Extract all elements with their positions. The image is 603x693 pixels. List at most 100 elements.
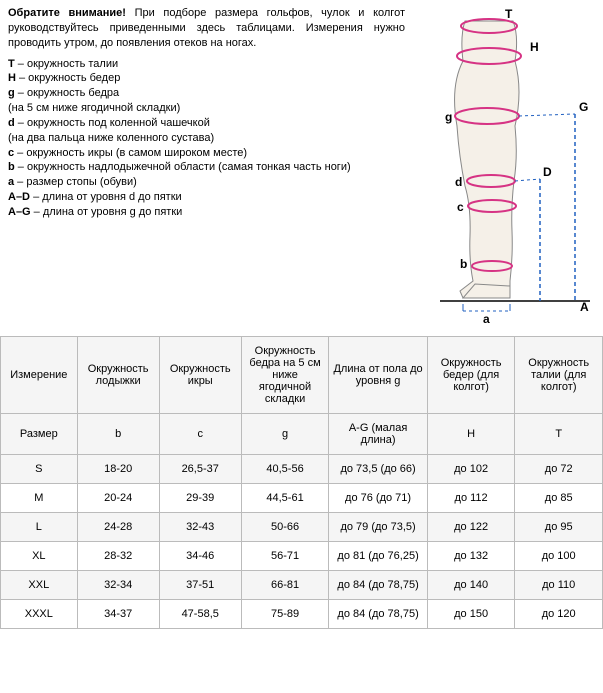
table-cell: 34-37 xyxy=(77,600,159,629)
table-cell: 56-71 xyxy=(241,542,329,571)
table-cell: 75-89 xyxy=(241,600,329,629)
definition-line: b – окружность надлодыжечной области (са… xyxy=(8,160,405,175)
table-cell: до 73,5 (до 66) xyxy=(329,455,428,484)
table-cell: 66-81 xyxy=(241,571,329,600)
table-cell: g xyxy=(241,414,329,455)
svg-text:H: H xyxy=(530,40,539,54)
svg-text:d: d xyxy=(455,175,462,189)
table-cell: A-G (малая длина) xyxy=(329,414,428,455)
table-cell: до 122 xyxy=(427,513,515,542)
definition-text: – окружность икры (в самом широком месте… xyxy=(14,147,247,159)
table-row: XXXL34-3747-58,575-89до 84 (до 78,75)до … xyxy=(1,600,603,629)
text-column: Обратите внимание! При подборе размера г… xyxy=(8,6,415,326)
intro-paragraph: Обратите внимание! При подборе размера г… xyxy=(8,6,405,51)
table-cell: 40,5-56 xyxy=(241,455,329,484)
definition-line: A–G – длина от уровня g до пятки xyxy=(8,205,405,220)
table-cell: 18-20 xyxy=(77,455,159,484)
definition-line: c – окружность икры (в самом широком мес… xyxy=(8,146,405,161)
definition-key: A–G xyxy=(8,206,31,218)
table-cell: 44,5-61 xyxy=(241,484,329,513)
table-row: M20-2429-3944,5-61до 76 (до 71)до 112до … xyxy=(1,484,603,513)
definition-line: g – окружность бедра (на 5 см ниже ягодич… xyxy=(8,86,405,116)
table-cell: 34-46 xyxy=(159,542,241,571)
definition-text: – окружность талии xyxy=(15,58,118,70)
definition-text: – окружность надлодыжечной области (сама… xyxy=(15,161,351,173)
svg-text:D: D xyxy=(543,165,552,179)
svg-text:g: g xyxy=(445,110,452,124)
definition-line: H – окружность бедер xyxy=(8,71,405,86)
definition-text: – размер стопы (обуви) xyxy=(14,176,137,188)
definition-key: b xyxy=(8,161,15,173)
table-cell: 26,5-37 xyxy=(159,455,241,484)
definition-line: a – размер стопы (обуви) xyxy=(8,175,405,190)
definition-text: – окружность бедра xyxy=(15,87,119,99)
table-cell: до 110 xyxy=(515,571,603,600)
definition-key: d xyxy=(8,117,15,129)
table-header-cell: Окружность бедра на 5 см ниже ягодичной … xyxy=(241,337,329,414)
table-header-row: ИзмерениеОкружность лодыжкиОкружность ик… xyxy=(1,337,603,414)
definition-line: A–D – длина от уровня d до пятки xyxy=(8,190,405,205)
top-section: Обратите внимание! При подборе размера г… xyxy=(0,0,603,336)
definition-key: T xyxy=(8,58,15,70)
table-cell: XL xyxy=(1,542,78,571)
definition-key: H xyxy=(8,72,16,84)
definition-key: A–D xyxy=(8,191,30,203)
table-cell: H xyxy=(427,414,515,455)
definition-key: g xyxy=(8,87,15,99)
definitions-list: T – окружность талииH – окружность бедер… xyxy=(8,57,405,220)
table-cell: до 112 xyxy=(427,484,515,513)
svg-text:A: A xyxy=(580,300,589,314)
table-row: XL28-3234-4656-71до 81 (до 76,25)до 132д… xyxy=(1,542,603,571)
table-cell: 32-34 xyxy=(77,571,159,600)
table-cell: 29-39 xyxy=(159,484,241,513)
definition-subtext: (на два пальца ниже коленного сустава) xyxy=(8,131,405,146)
table-cell: 50-66 xyxy=(241,513,329,542)
table-header-cell: Окружность икры xyxy=(159,337,241,414)
table-body: РазмерbcgA-G (малая длина)HTS18-2026,5-3… xyxy=(1,414,603,629)
leg-diagram: T H g G D d c b a A xyxy=(415,6,595,326)
size-table: ИзмерениеОкружность лодыжкиОкружность ик… xyxy=(0,336,603,629)
table-cell: S xyxy=(1,455,78,484)
table-cell: 20-24 xyxy=(77,484,159,513)
table-cell: 24-28 xyxy=(77,513,159,542)
table-cell: T xyxy=(515,414,603,455)
svg-text:c: c xyxy=(457,200,464,214)
intro-bold: Обратите внимание! xyxy=(8,7,126,19)
table-header-cell: Окружность талии (для колгот) xyxy=(515,337,603,414)
table-cell: XXL xyxy=(1,571,78,600)
table-cell: до 95 xyxy=(515,513,603,542)
table-header-cell: Измерение xyxy=(1,337,78,414)
table-cell: L xyxy=(1,513,78,542)
svg-text:a: a xyxy=(483,312,490,326)
definition-text: – окружность под коленной чашечкой xyxy=(15,117,210,129)
table-cell: M xyxy=(1,484,78,513)
table-header-cell: Длина от пола до уровня g xyxy=(329,337,428,414)
table-cell: до 102 xyxy=(427,455,515,484)
table-cell: 32-43 xyxy=(159,513,241,542)
table-cell: до 84 (до 78,75) xyxy=(329,600,428,629)
table-cell: b xyxy=(77,414,159,455)
table-header-cell: Окружность лодыжки xyxy=(77,337,159,414)
table-cell: до 84 (до 78,75) xyxy=(329,571,428,600)
table-row: S18-2026,5-3740,5-56до 73,5 (до 66)до 10… xyxy=(1,455,603,484)
table-cell: до 72 xyxy=(515,455,603,484)
svg-text:b: b xyxy=(460,257,467,271)
table-cell: до 120 xyxy=(515,600,603,629)
table-cell: 47-58,5 xyxy=(159,600,241,629)
table-cell: до 100 xyxy=(515,542,603,571)
table-row: XXL32-3437-5166-81до 84 (до 78,75)до 140… xyxy=(1,571,603,600)
definition-text: – длина от уровня g до пятки xyxy=(31,206,183,218)
table-cell: до 85 xyxy=(515,484,603,513)
table-subheader-row: РазмерbcgA-G (малая длина)HT xyxy=(1,414,603,455)
table-header-cell: Окружность бедер (для колгот) xyxy=(427,337,515,414)
table-cell: до 76 (до 71) xyxy=(329,484,428,513)
table-cell: до 81 (до 76,25) xyxy=(329,542,428,571)
svg-text:G: G xyxy=(579,100,588,114)
definition-text: – окружность бедер xyxy=(16,72,120,84)
table-cell: c xyxy=(159,414,241,455)
definition-line: T – окружность талии xyxy=(8,57,405,72)
definition-subtext: (на 5 см ниже ягодичной складки) xyxy=(8,101,405,116)
table-cell: до 79 (до 73,5) xyxy=(329,513,428,542)
definition-text: – длина от уровня d до пятки xyxy=(30,191,182,203)
svg-text:T: T xyxy=(505,7,513,21)
